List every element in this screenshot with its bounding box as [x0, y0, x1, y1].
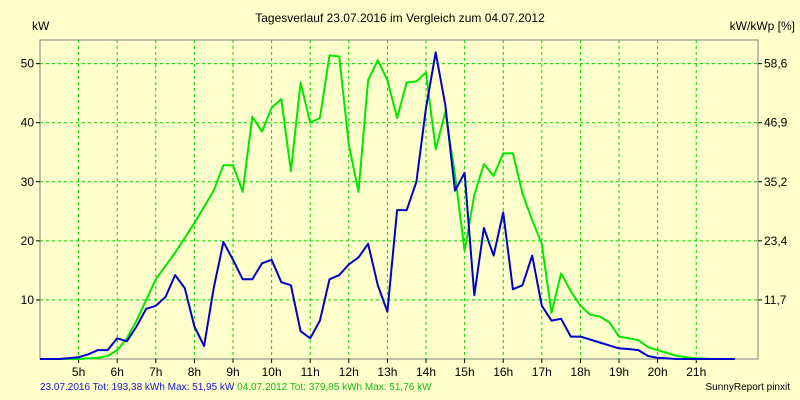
y-tick-label-left: 10 [21, 293, 35, 307]
x-tick-label: 8h [188, 365, 201, 379]
credit-label: SunnyReport pinxit [705, 382, 791, 393]
x-tick-label: 12h [339, 365, 359, 379]
y-tick-label-right: 11,7 [764, 293, 787, 307]
x-tick-label: 20h [648, 365, 668, 379]
x-tick-label: 7h [149, 365, 162, 379]
x-tick-label: 6h [111, 365, 124, 379]
x-tick-label: 18h [570, 365, 590, 379]
x-tick-label: 15h [455, 365, 475, 379]
y-tick-label-right: 23,4 [764, 234, 788, 248]
y-tick-label-right: 58,6 [764, 57, 788, 71]
y-tick-label-right: 35,2 [764, 175, 788, 189]
y-axis-right-label: kW/kWp [%] [730, 19, 795, 33]
y-tick-label-left: 40 [21, 116, 35, 130]
x-tick-label: 21h [686, 365, 706, 379]
series-line-1 [40, 51, 735, 360]
x-tick-label: 5h [72, 365, 85, 379]
series-line-2 [40, 54, 735, 360]
x-tick-label: 16h [493, 365, 513, 379]
y-axis-left-label: kW [32, 19, 50, 33]
x-tick-label: 10h [262, 365, 282, 379]
y-tick-label-left: 50 [21, 57, 35, 71]
y-tick-label-left: 20 [21, 234, 35, 248]
series-2-summary: 04.07.2012 Tot: 379,85 kWh Max: 51,76 kW [237, 382, 432, 393]
y-tick-label-left: 30 [21, 175, 35, 189]
y-tick-label-right: 46,9 [764, 116, 788, 130]
x-tick-label: 13h [377, 365, 397, 379]
x-tick-label: 17h [532, 365, 552, 379]
x-tick-label: 11h [301, 365, 320, 379]
tick-layer: 5h 6h 7h 8h 9h 10h 11h 12h 13h 14h 15h 16h 17h 18h 19h… [21, 57, 788, 379]
series-1-summary: 23.07.2016 Tot: 193,38 kWh Max: 51,95 kW [40, 382, 235, 393]
x-tick-label: 9h [226, 365, 239, 379]
chart-footer: 23.07.2016 Tot: 193,38 kWh Max: 51,95 kW… [40, 382, 432, 393]
x-tick-label: 14h [416, 365, 436, 379]
plot-area [39, 39, 759, 360]
chart-title: Tagesverlauf 23.07.2016 im Vergleich zum… [255, 11, 545, 25]
series-layer [40, 51, 735, 360]
x-tick-label: 19h [609, 365, 629, 379]
